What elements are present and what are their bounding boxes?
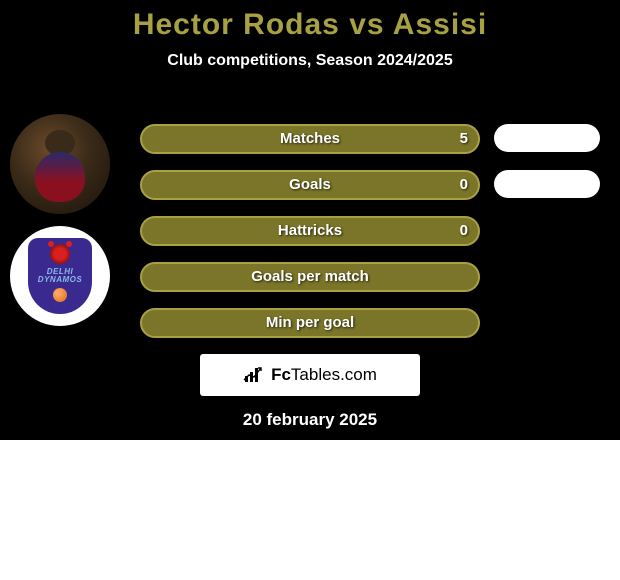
badge-lion-icon	[50, 244, 70, 264]
stat-bar	[140, 262, 480, 292]
badge-ball-icon	[53, 288, 67, 302]
bar-chart-icon	[243, 366, 265, 384]
club-badge-delhi-dynamos: DELHIDYNAMOS	[28, 238, 92, 314]
stats-bars: Matches5 Goals0 Hattricks0 Goals per match M…	[140, 124, 480, 354]
logo-text-tables: Tables	[291, 365, 340, 384]
stats-pills	[494, 124, 604, 216]
avatars-column: DELHIDYNAMOS	[10, 114, 120, 338]
stat-bar	[140, 170, 480, 200]
stat-row: Goals per match	[140, 262, 480, 292]
player-avatar-hector-rodas	[10, 114, 110, 214]
stat-row: Goals0	[140, 170, 480, 200]
stat-bar	[140, 216, 480, 246]
stat-row: Min per goal	[140, 308, 480, 338]
logo-text-suffix: .com	[340, 365, 377, 384]
stat-row: Matches5	[140, 124, 480, 154]
date-text: 20 february 2025	[0, 410, 620, 430]
fctables-logo-text: FcTables.com	[271, 365, 377, 385]
bottom-whitespace	[0, 440, 620, 580]
logo-text-fc: Fc	[271, 365, 291, 384]
stat-bar	[140, 124, 480, 154]
page-title: Hector Rodas vs Assisi	[0, 8, 620, 42]
stat-pill	[494, 124, 600, 152]
stat-pill	[494, 170, 600, 198]
subtitle: Club competitions, Season 2024/2025	[0, 52, 620, 70]
fctables-logo: FcTables.com	[200, 354, 420, 396]
stat-bar	[140, 308, 480, 338]
stat-row: Hattricks0	[140, 216, 480, 246]
player-avatar-assisi: DELHIDYNAMOS	[10, 226, 110, 326]
badge-text: DELHIDYNAMOS	[38, 268, 82, 284]
comparison-card: Hector Rodas vs Assisi Club competitions…	[0, 0, 620, 440]
